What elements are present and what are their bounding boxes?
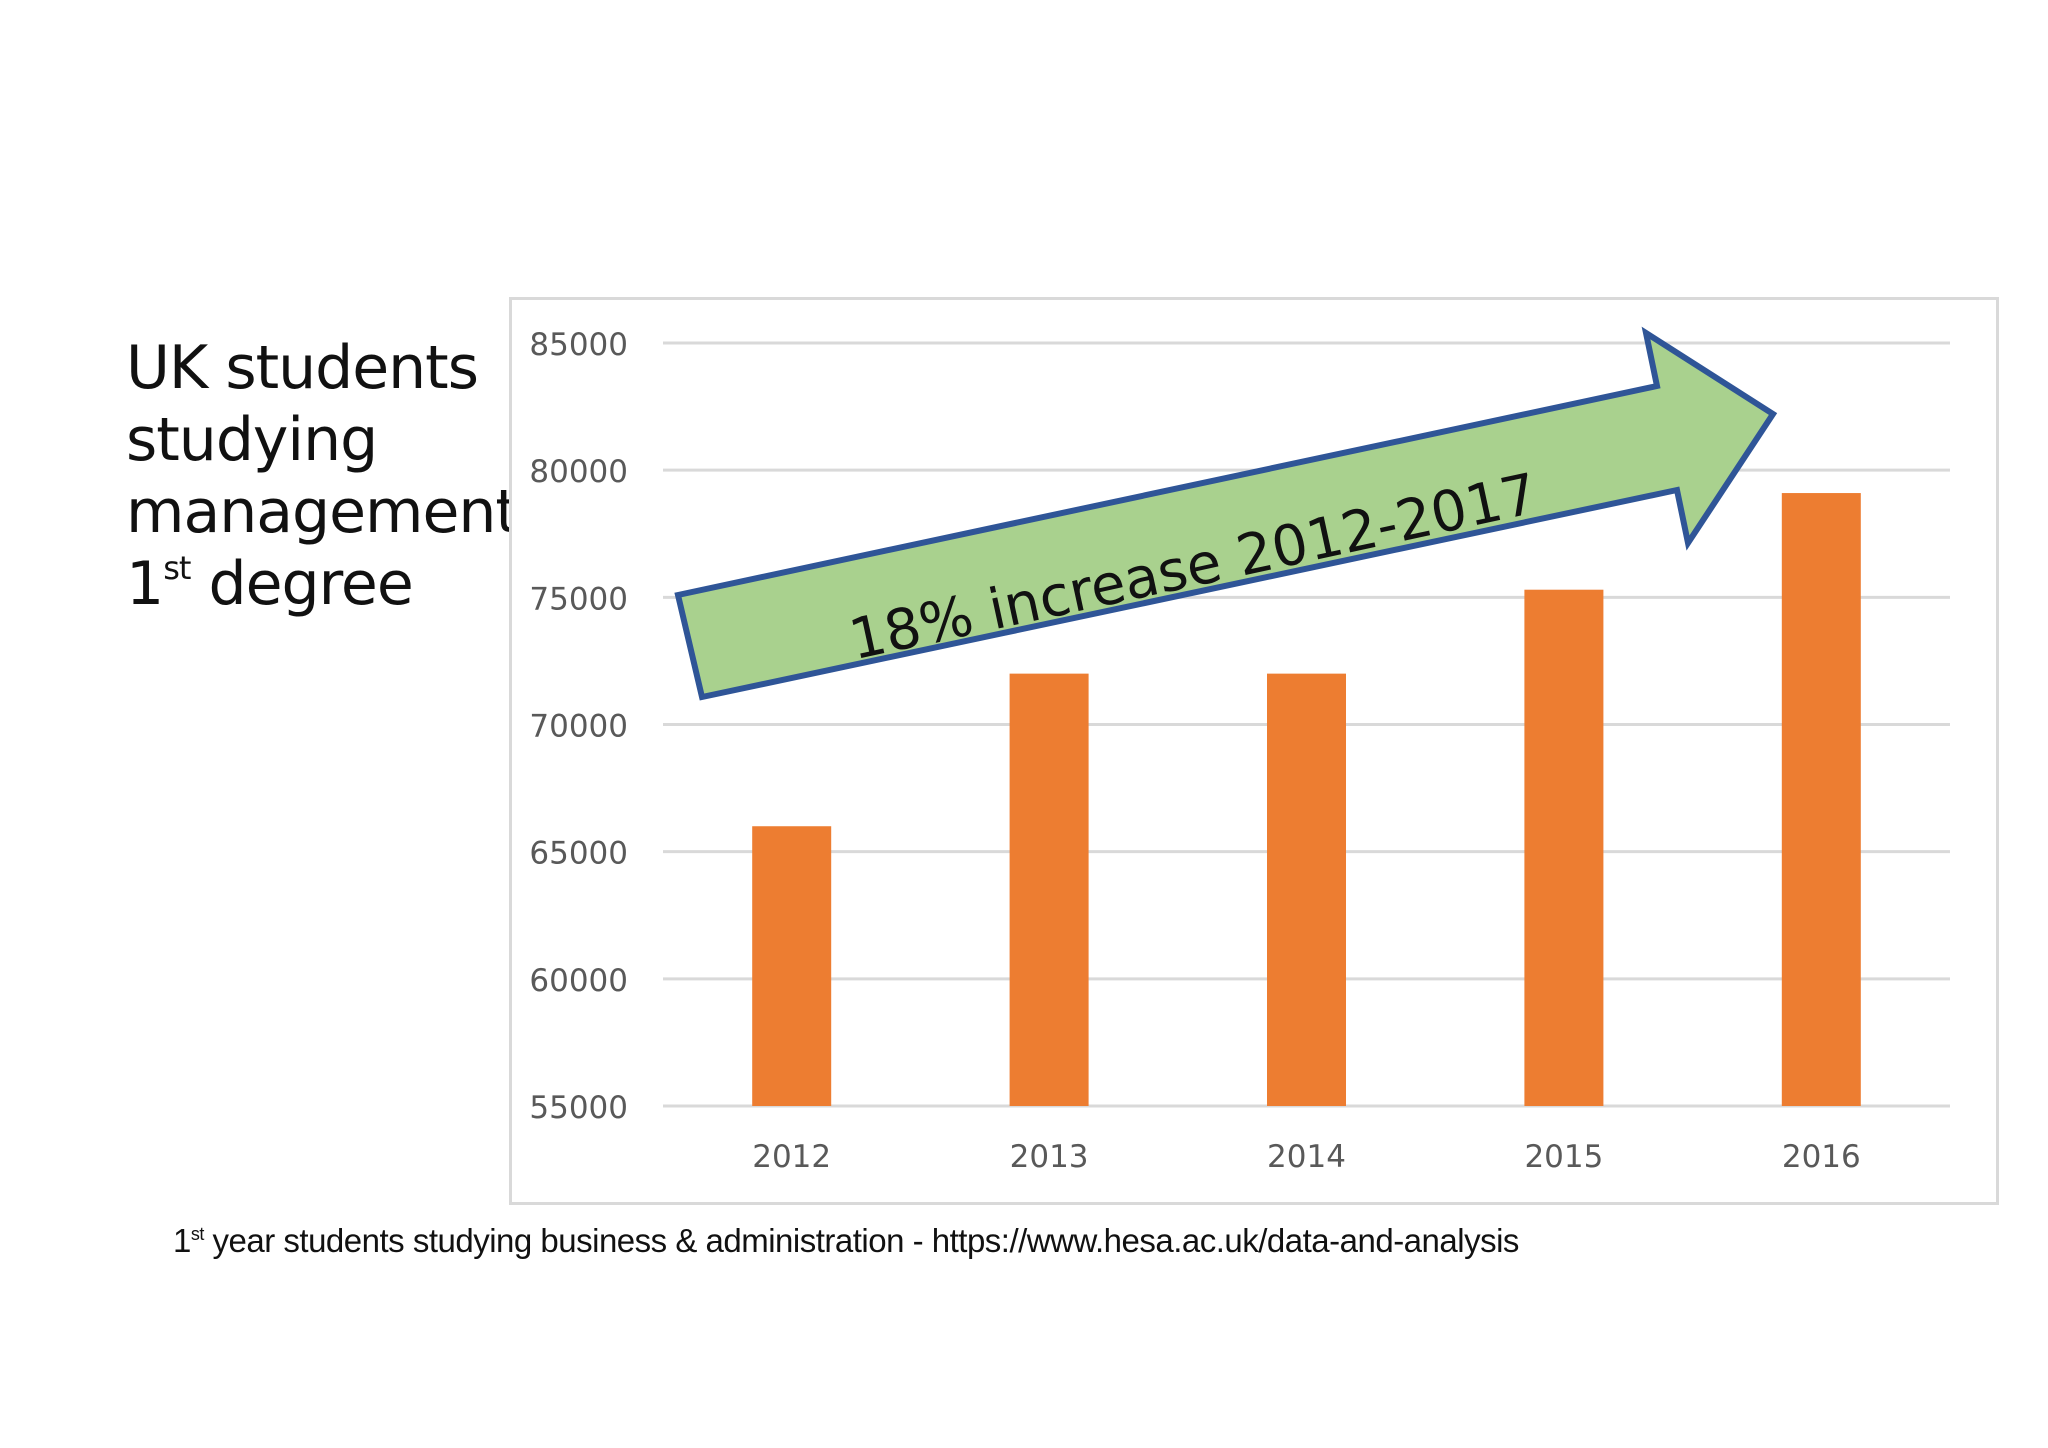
bar-2012 xyxy=(752,826,832,1106)
title-line-1: UK students xyxy=(126,333,479,403)
source-note-superscript: st xyxy=(190,1224,205,1244)
increase-arrow xyxy=(674,326,1778,701)
x-axis-tick-labels: 2012 2013 2014 2015 2016 xyxy=(752,1139,1861,1175)
y-axis-tick-labels: 55000 60000 65000 70000 75000 80000 85000 xyxy=(529,327,628,1126)
bar-2015 xyxy=(1524,589,1604,1106)
x-tick-label: 2016 xyxy=(1782,1139,1861,1175)
title-line-4-number: 1 xyxy=(126,549,164,619)
y-tick-label: 55000 xyxy=(529,1090,628,1126)
x-tick-label: 2013 xyxy=(1010,1139,1089,1175)
x-tick-label: 2014 xyxy=(1267,1139,1346,1175)
y-tick-label: 80000 xyxy=(529,454,628,490)
title-line-3: management xyxy=(126,477,519,547)
bars xyxy=(752,493,1861,1107)
bar-2013 xyxy=(1009,673,1089,1106)
bar-2016 xyxy=(1781,493,1861,1107)
title-line-4-rest: degree xyxy=(190,549,413,619)
y-tick-label: 85000 xyxy=(529,327,628,363)
source-note: 1st year students studying business & ad… xyxy=(173,1222,1519,1260)
bar-2014 xyxy=(1267,673,1346,1106)
y-tick-label: 60000 xyxy=(529,963,628,999)
slide-title: UK students studying management 1st degr… xyxy=(126,332,519,620)
x-tick-label: 2015 xyxy=(1524,1139,1603,1175)
title-line-2: studying xyxy=(126,405,378,475)
title-line-4: 1st degree xyxy=(126,548,506,620)
x-tick-label: 2012 xyxy=(752,1139,831,1175)
y-tick-label: 70000 xyxy=(529,709,628,745)
y-tick-label: 75000 xyxy=(529,581,628,617)
y-tick-label: 65000 xyxy=(529,836,628,872)
source-note-number: 1 xyxy=(173,1222,191,1259)
source-note-text: year students studying business & admini… xyxy=(203,1222,1520,1259)
increase-arrow-annotation: 18% increase 2012-2017 xyxy=(674,326,1778,701)
title-line-4-superscript: st xyxy=(163,549,191,587)
